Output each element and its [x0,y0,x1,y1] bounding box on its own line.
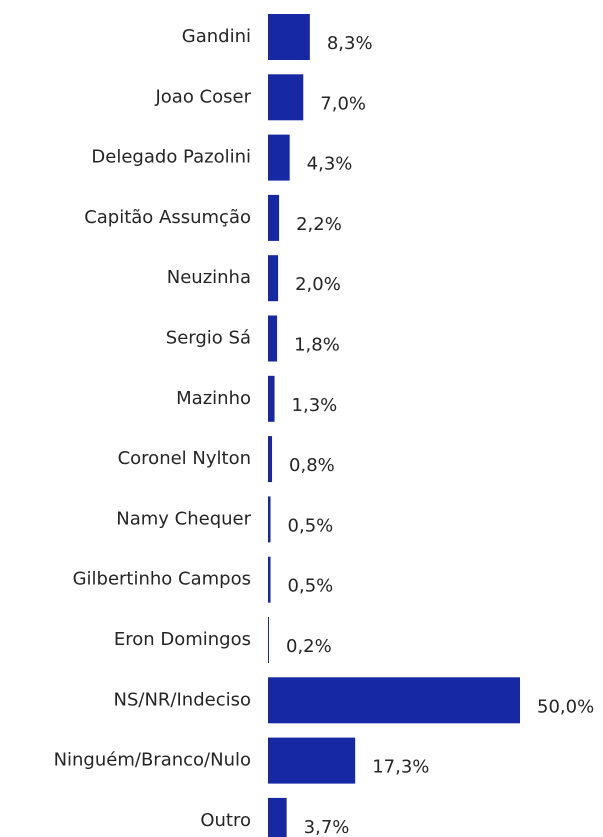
category-label: Gilbertinho Campos [73,569,251,590]
value-label: 1,3% [292,395,338,416]
value-label: 0,8% [289,455,335,476]
value-label: 17,3% [372,757,429,778]
value-label: 4,3% [307,154,353,175]
bar [268,134,290,181]
value-label: 0,5% [288,576,334,597]
bar [268,677,520,724]
category-label: Outro [200,810,251,831]
category-label: Capitão Assumção [84,207,251,228]
value-label: 7,0% [320,93,366,114]
category-label: Namy Chequer [116,508,251,529]
category-label: Eron Domingos [114,629,251,650]
category-label: Mazinho [176,388,251,409]
value-label: 2,2% [296,214,342,235]
value-label: 0,5% [288,515,334,536]
bar [268,436,273,483]
bar [268,74,304,121]
category-label: Neuzinha [167,267,251,288]
bar [268,496,271,543]
bar [268,797,287,837]
bar [268,556,271,603]
category-label: Gandini [182,26,251,47]
category-label: Coronel Nylton [118,448,251,469]
value-label: 3,7% [304,817,350,837]
bar [268,194,280,241]
category-label: Sergio Sá [166,328,251,349]
bar [268,255,279,302]
bar [268,737,356,784]
value-label: 8,3% [327,33,373,54]
value-label: 2,0% [295,274,341,295]
bar [268,315,278,362]
category-label: Delegado Pazolini [91,147,251,168]
value-label: 0,2% [286,636,332,657]
category-label: NS/NR/Indeciso [114,689,252,710]
category-label: Joao Coser [154,86,251,107]
value-label: 50,0% [537,696,594,717]
bar [268,14,310,60]
category-label: Ninguém/Branco/Nulo [54,750,251,771]
bar [268,375,275,422]
value-label: 1,8% [294,335,340,356]
bar [268,617,270,663]
